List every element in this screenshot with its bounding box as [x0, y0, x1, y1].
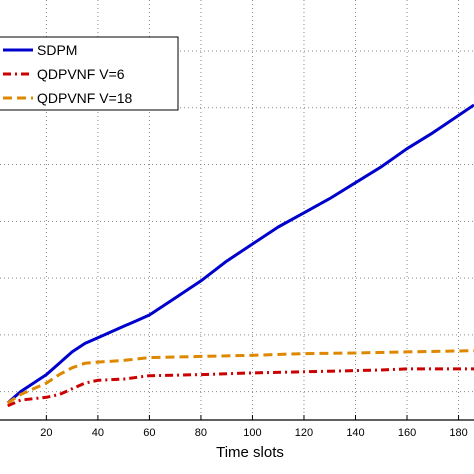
legend-label-2: QDPVNF V=6	[37, 66, 125, 82]
x-tick-label: 120	[295, 427, 313, 439]
x-tick-label: 140	[346, 427, 364, 439]
x-tick-label: 160	[398, 427, 416, 439]
legend-label-3: QDPVNF V=18	[37, 90, 133, 106]
x-tick-label: 180	[449, 427, 467, 439]
x-tick-label: 80	[195, 427, 207, 439]
series-line-2	[7, 367, 474, 408]
legend: SDPM QDPVNF V=6 QDPVNF V=18	[0, 36, 179, 111]
x-tick-label: 20	[40, 427, 52, 439]
series-line-3	[6, 349, 474, 405]
series-line-1	[6, 103, 474, 405]
x-tick-label: 100	[243, 427, 261, 439]
series-lines	[6, 103, 474, 408]
axes	[0, 415, 474, 421]
x-axis-label: Time slots	[216, 444, 284, 461]
x-tick-labels: 20 40 60 80 100 120 140 160 180	[40, 427, 467, 439]
x-tick-label: 60	[143, 427, 155, 439]
x-tick-label: 40	[92, 427, 104, 439]
legend-label-1: SDPM	[37, 42, 77, 58]
